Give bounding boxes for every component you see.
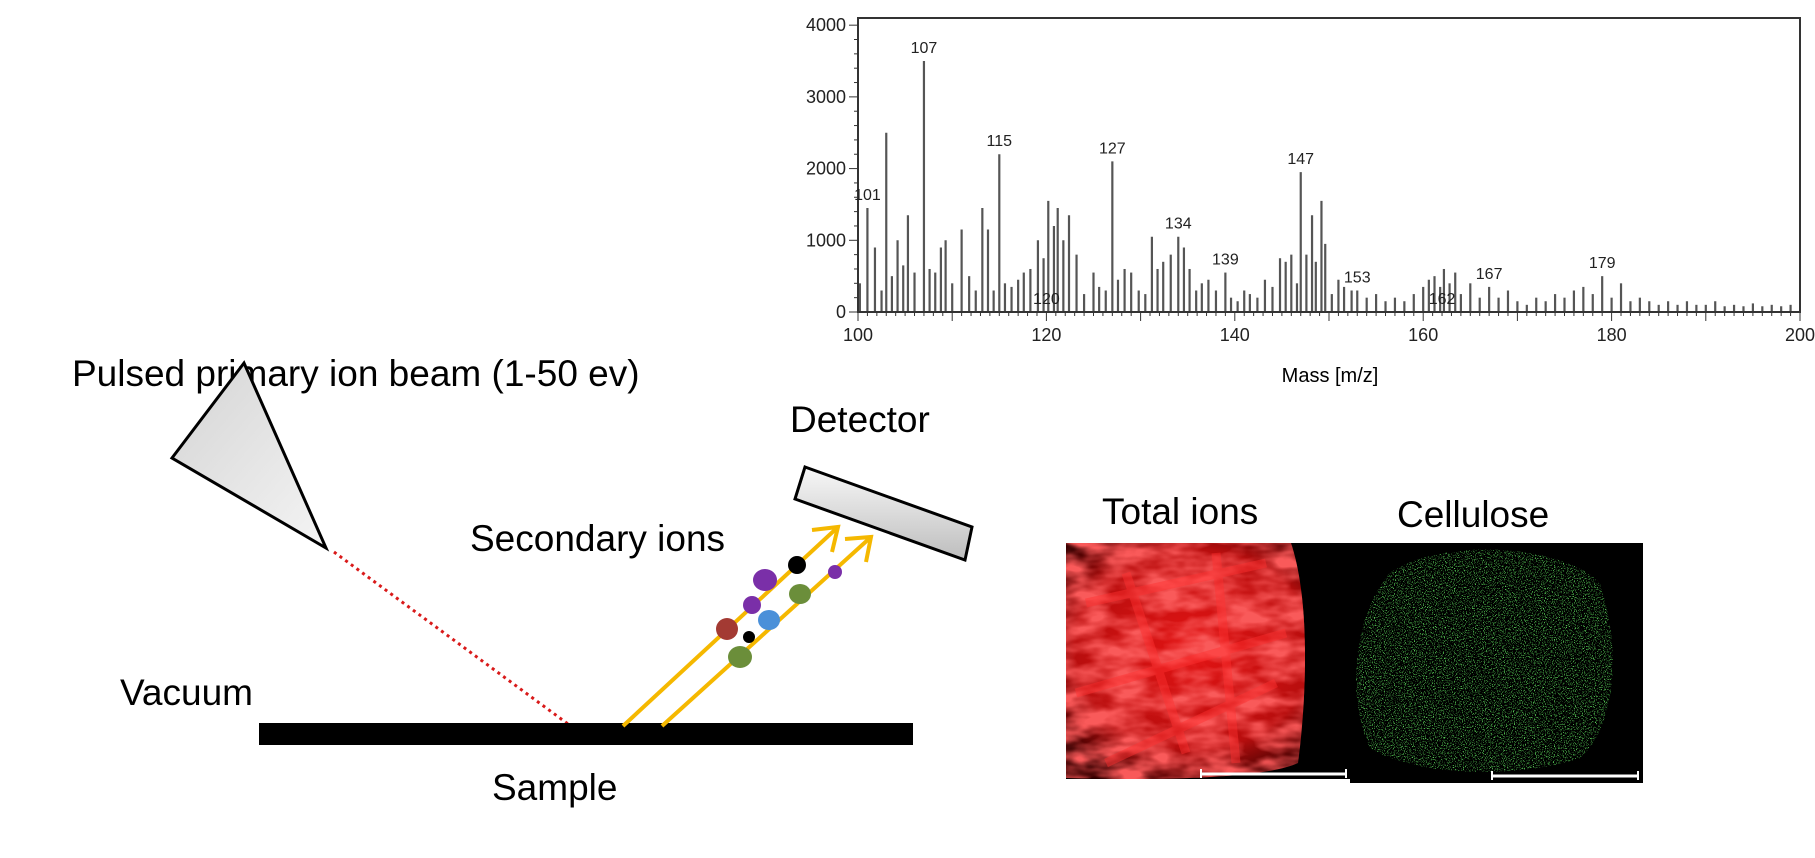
sample-label: Sample (492, 767, 617, 808)
y-tick-label: 3000 (806, 87, 846, 107)
x-tick-label: 120 (1031, 325, 1061, 345)
peak-label: 101 (854, 187, 881, 204)
secondary-ions-cluster (716, 556, 842, 668)
peak-label: 162 (1429, 291, 1456, 308)
primary-beam-path (333, 550, 569, 726)
x-tick-label: 100 (843, 325, 873, 345)
x-tick-label: 200 (1785, 325, 1815, 345)
sample-plate (259, 723, 913, 745)
total-ions-image (1066, 543, 1350, 779)
ion-particle (743, 631, 755, 643)
detector-icon (793, 465, 974, 562)
ion-particle (789, 584, 811, 604)
total-ions-label: Total ions (1102, 491, 1258, 532)
ion-particle (828, 565, 842, 579)
peak-label: 134 (1165, 216, 1192, 233)
x-tick-label: 140 (1220, 325, 1250, 345)
peak-label: 179 (1589, 255, 1616, 272)
peak-label: 107 (911, 40, 938, 57)
peak-label: 147 (1287, 151, 1314, 168)
detector-label: Detector (790, 399, 930, 440)
peak-label: 115 (987, 133, 1013, 150)
ion-arrow-right (660, 535, 873, 728)
peak-label: 167 (1476, 266, 1503, 283)
y-tick-label: 0 (836, 302, 846, 322)
y-tick-label: 1000 (806, 230, 846, 250)
cellulose-label: Cellulose (1397, 494, 1549, 535)
vacuum-label: Vacuum (120, 672, 253, 713)
ion-particle (728, 646, 752, 668)
x-axis-title: Mass [m/z] (1282, 365, 1379, 387)
spectrum-peaks (858, 61, 1792, 312)
x-tick-label: 180 (1597, 325, 1627, 345)
peak-label: 127 (1099, 140, 1126, 157)
ion-particle (743, 596, 761, 614)
y-tick-label: 4000 (806, 15, 846, 35)
beam-label: Pulsed primary ion beam (1-50 ev) (72, 353, 640, 394)
peak-label: 153 (1344, 269, 1371, 286)
x-tick-label: 160 (1408, 325, 1438, 345)
ion-arrow-right-head (844, 534, 874, 563)
ion-particle (758, 610, 780, 630)
peak-label: 139 (1212, 252, 1239, 269)
ion-particle (788, 556, 806, 574)
ion-particle (716, 618, 738, 640)
ion-gun-icon (169, 360, 330, 552)
ion-particle (753, 569, 777, 591)
y-tick-label: 2000 (806, 159, 846, 179)
cellulose-image (1350, 543, 1643, 783)
peak-label: 120 (1033, 291, 1060, 308)
ion-arrow-left-head (811, 524, 841, 553)
secondary-ions-label: Secondary ions (470, 518, 725, 559)
